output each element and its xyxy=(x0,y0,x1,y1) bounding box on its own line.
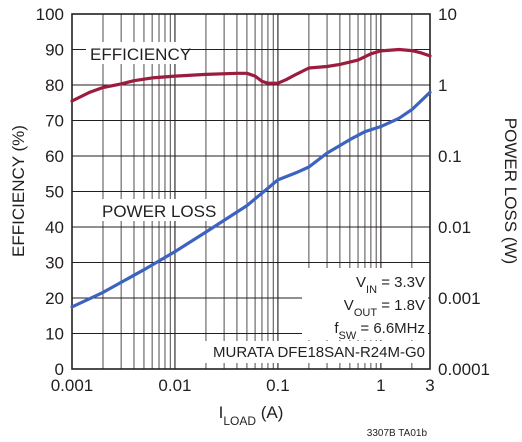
x-tick-label: 1 xyxy=(376,376,385,395)
condition-vout: VOUT = 1.8V xyxy=(344,297,425,319)
x-axis-title: ILOAD (A) xyxy=(219,403,284,428)
y-left-tick-label: 90 xyxy=(45,41,64,60)
efficiency-series-label: EFFICIENCY xyxy=(90,45,191,64)
y-right-tick-label: 1 xyxy=(438,76,447,95)
y-right-tick-label: 0.1 xyxy=(438,147,462,166)
y-left-tick-labels: 0 10 20 30 40 50 60 70 80 90 100 xyxy=(36,5,64,379)
power-loss-series-label: POWER LOSS xyxy=(102,202,216,221)
x-tick-labels: 0.001 0.01 0.1 1 3 xyxy=(51,376,435,395)
power-loss-line xyxy=(70,90,432,309)
y-left-tick-label: 0 xyxy=(55,360,64,379)
x-tick-label: 0.001 xyxy=(51,376,94,395)
x-tick-label: 3 xyxy=(425,376,434,395)
part-number-label: MURATA DFE18SAN-R24M-G0 xyxy=(213,344,425,361)
y-left-tick-label: 30 xyxy=(45,254,64,273)
condition-fsw: fSW = 6.6MHz xyxy=(334,320,425,342)
y-left-tick-label: 20 xyxy=(45,289,64,308)
y-right-tick-label: 10 xyxy=(438,5,457,24)
part-label-bg xyxy=(190,341,428,363)
figure-id: 3307B TA01b xyxy=(367,428,428,439)
y-left-tick-label: 50 xyxy=(45,183,64,202)
y-right-axis-title: POWER LOSS (W) xyxy=(501,118,520,264)
conditions-bg xyxy=(302,268,428,340)
y-right-tick-label: 0.0001 xyxy=(438,360,490,379)
y-right-tick-label: 0.001 xyxy=(438,289,481,308)
y-right-tick-label: 0.01 xyxy=(438,218,471,237)
power-loss-label-bg xyxy=(98,199,210,221)
series-layer xyxy=(70,47,432,309)
y-left-axis-title: EFFICIENCY (%) xyxy=(9,125,28,257)
y-left-tick-label: 60 xyxy=(45,147,64,166)
x-tick-label: 0.1 xyxy=(266,376,290,395)
y-right-tick-labels: 0.0001 0.001 0.01 0.1 1 10 xyxy=(438,5,490,379)
efficiency-label-bg xyxy=(86,42,182,64)
y-left-tick-label: 80 xyxy=(45,76,64,95)
x-tick-label: 0.01 xyxy=(158,376,191,395)
y-left-tick-label: 70 xyxy=(45,112,64,131)
y-left-tick-label: 10 xyxy=(45,325,64,344)
efficiency-line xyxy=(70,47,432,103)
y-left-tick-label: 40 xyxy=(45,218,64,237)
y-left-tick-label: 100 xyxy=(36,5,64,24)
plot-frame xyxy=(71,13,431,370)
condition-vin: VIN = 3.3V xyxy=(356,274,425,296)
